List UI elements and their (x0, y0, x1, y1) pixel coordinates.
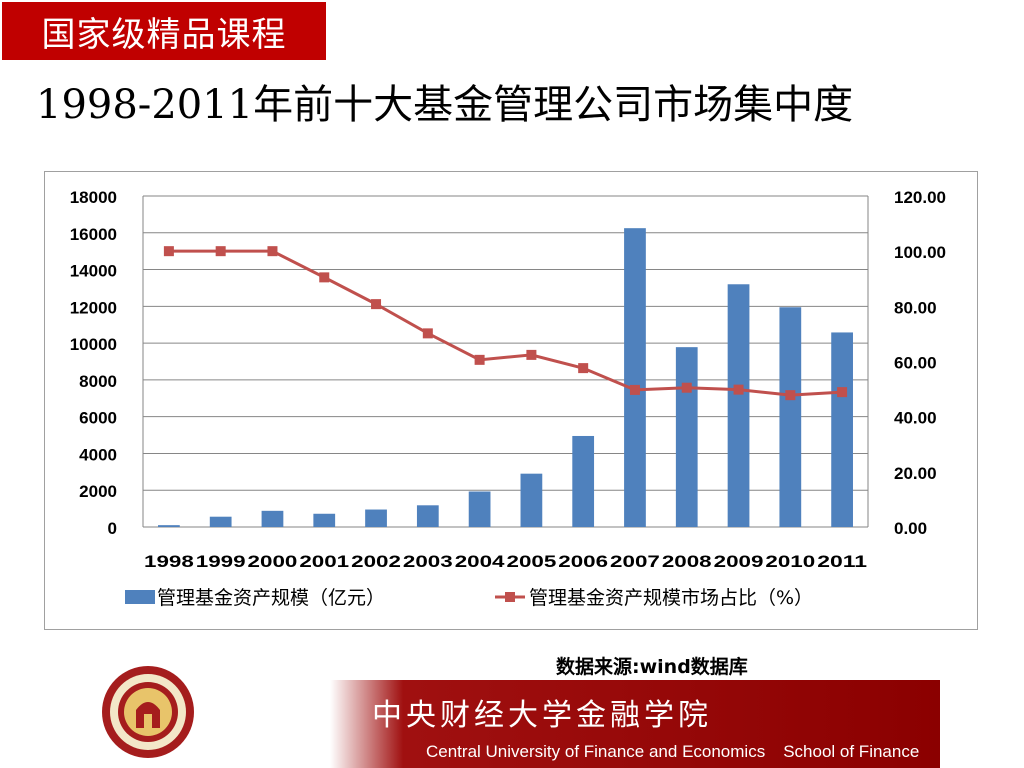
line-point (422, 328, 433, 339)
line-point (526, 349, 537, 360)
x-tick-label: 2003 (403, 552, 453, 571)
y-left-tick-label: 12000 (70, 298, 117, 317)
line-point (267, 246, 278, 257)
line-point (319, 272, 330, 283)
line-series (168, 249, 843, 397)
line-point (629, 384, 640, 395)
chart-container: 0 2000 4000 6000 8000 10000 12000 14000 16000 180… (44, 171, 978, 630)
x-tick-label: 2007 (610, 552, 660, 571)
x-tick-label: 2009 (714, 552, 764, 571)
x-tick-label: 1999 (196, 552, 246, 571)
bar (779, 307, 802, 527)
y-left-tick-label: 0 (108, 519, 117, 538)
footer-banner (330, 680, 940, 768)
y-left-tick-label: 10000 (70, 335, 117, 354)
x-tick-label: 2011 (817, 552, 867, 571)
bar (727, 284, 750, 527)
bar (675, 347, 698, 527)
x-tick-label: 1998 (144, 552, 194, 571)
footer-right-strip (940, 680, 1024, 768)
y-left-tick-label: 16000 (70, 225, 117, 244)
x-tick-label: 2005 (507, 552, 557, 571)
bar (313, 513, 336, 527)
x-tick-label: 2006 (558, 552, 608, 571)
y-left-tick-label: 8000 (79, 372, 117, 391)
data-source-note: 数据来源:wind数据库 (556, 656, 748, 678)
x-tick-label: 2010 (765, 552, 815, 571)
bar (158, 525, 180, 527)
line-point (371, 299, 382, 310)
combo-chart: 0 2000 4000 6000 8000 10000 12000 14000 16000 180… (70, 188, 946, 609)
bar (468, 491, 491, 527)
footer-school-name-cn: 中央财经大学金融学院 (372, 698, 712, 733)
bar (416, 505, 439, 527)
y-right-tick-label: 60.00 (894, 354, 937, 373)
line-point (578, 363, 589, 374)
y-left-tick-label: 18000 (70, 188, 117, 207)
footer-university-en: Central University of Finance and Econom… (426, 742, 766, 761)
line-point (163, 246, 174, 257)
y-right-tick-label: 80.00 (894, 298, 937, 317)
line-point (474, 354, 485, 365)
university-seal-logo (102, 666, 194, 758)
bar (624, 228, 646, 528)
legend-line-label: 管理基金资产规模市场占比（%） (529, 587, 813, 609)
bar (831, 332, 853, 527)
bar (261, 510, 284, 527)
legend-bar-label: 管理基金资产规模（亿元） (157, 587, 385, 609)
footer-school-name-en: Central University of Finance and Econom… (426, 742, 937, 762)
x-tick-label: 2002 (351, 552, 401, 571)
page-title: 1998-2011年前十大基金管理公司市场集中度 (36, 82, 854, 128)
line-point (785, 390, 796, 401)
y-right-tick-label: 120.00 (894, 188, 946, 207)
y-left-tick-label: 6000 (79, 409, 117, 428)
y-right-tick-label: 20.00 (894, 464, 937, 483)
x-tick-label: 2004 (455, 552, 505, 571)
y-right-tick-label: 40.00 (894, 409, 937, 428)
bar (520, 473, 543, 527)
legend-line-marker (505, 592, 515, 602)
x-tick-label: 2008 (662, 552, 712, 571)
x-tick-label: 2001 (299, 552, 349, 571)
y-left-tick-label: 4000 (79, 445, 117, 464)
line-point (681, 382, 692, 393)
y-right-tick-label: 0.00 (894, 519, 927, 538)
bar (572, 435, 595, 527)
footer-school-en: School of Finance (783, 742, 920, 761)
x-tick-label: 2000 (248, 552, 298, 571)
y-left-tick-label: 14000 (70, 262, 117, 281)
bar (209, 516, 232, 527)
legend-bar-swatch (125, 590, 155, 604)
course-badge: 国家级精品课程 (0, 0, 328, 62)
line-point (733, 384, 744, 395)
bar (365, 509, 387, 527)
line-point (837, 387, 848, 398)
y-right-tick-label: 100.00 (894, 243, 946, 262)
y-left-tick-label: 2000 (79, 482, 117, 501)
line-point (215, 246, 226, 257)
